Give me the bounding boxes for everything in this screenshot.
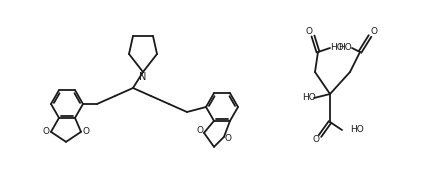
Text: O: O (305, 27, 312, 37)
Text: O: O (225, 134, 232, 143)
Text: N: N (139, 72, 147, 82)
Text: HO: HO (302, 94, 316, 102)
Text: O: O (197, 126, 203, 135)
Text: HO: HO (338, 43, 352, 52)
Text: O: O (312, 136, 320, 145)
Text: HO: HO (330, 43, 344, 52)
Text: O: O (42, 127, 50, 136)
Text: HO: HO (350, 126, 364, 134)
Text: O: O (83, 127, 89, 136)
Text: O: O (371, 27, 378, 37)
